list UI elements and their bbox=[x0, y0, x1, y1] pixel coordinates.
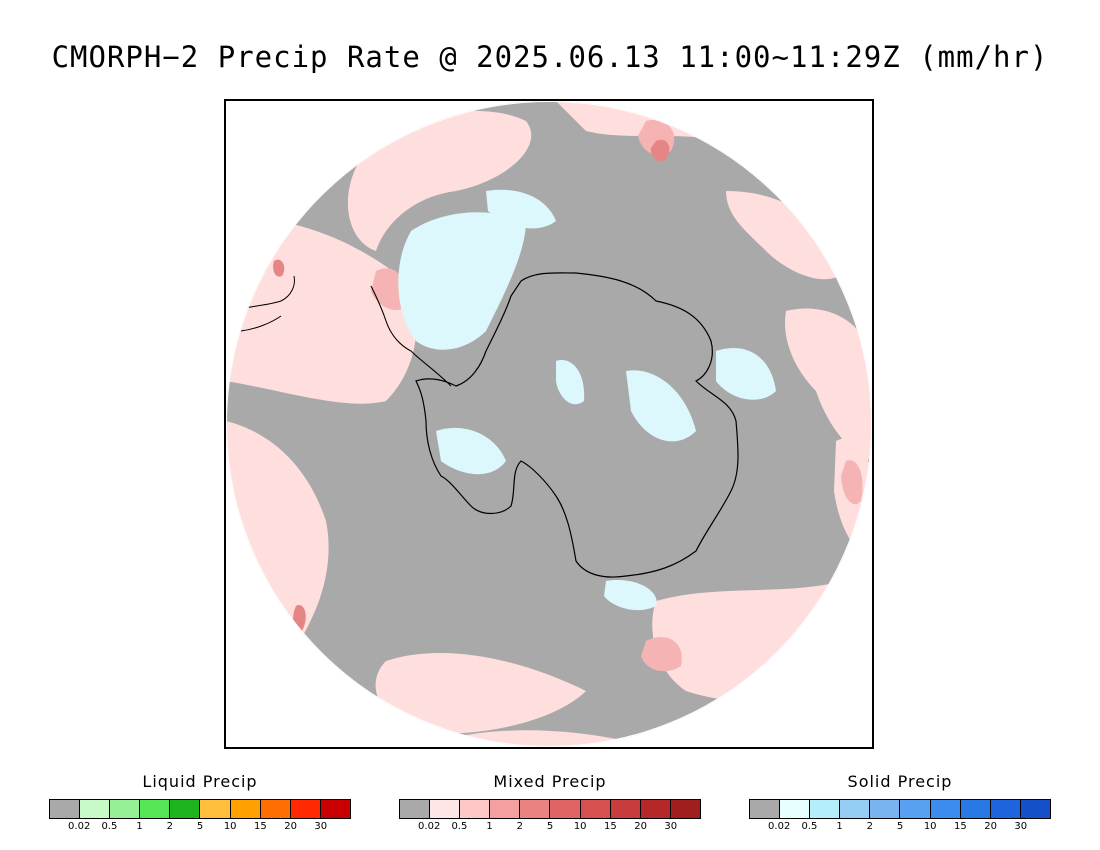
solid-patch-east bbox=[716, 347, 776, 400]
legend-swatch bbox=[810, 800, 841, 818]
mixed-mid-east bbox=[841, 460, 863, 505]
legend-tick-label: 15 bbox=[254, 821, 267, 832]
legend-tick-label: 1 bbox=[136, 821, 143, 832]
polar-map bbox=[224, 99, 874, 749]
solid-patch-peninsula bbox=[398, 212, 526, 350]
mixed-patch-east bbox=[785, 308, 872, 461]
legend-swatch bbox=[670, 800, 700, 818]
legend-tick-label: 15 bbox=[604, 821, 617, 832]
precip-map-svg bbox=[226, 101, 872, 747]
legend-ticks: 0.02 0.5 1 2 5 10 15 20 30 bbox=[49, 821, 351, 835]
legend-swatch bbox=[320, 800, 350, 818]
mixed-mid-southeast bbox=[641, 637, 682, 672]
legend-ticks: 0.02 0.5 1 2 5 10 15 20 30 bbox=[399, 821, 701, 835]
antarctica-coastline bbox=[415, 272, 739, 578]
legend-swatch bbox=[200, 800, 231, 818]
legend-colorbar bbox=[749, 799, 1051, 819]
legend-tick-label: 5 bbox=[546, 821, 554, 832]
legend-swatch bbox=[80, 800, 111, 818]
legend-tick-label: 10 bbox=[223, 821, 237, 832]
legend-colorbar bbox=[399, 799, 701, 819]
legend-swatch bbox=[430, 800, 461, 818]
legend-title: Mixed Precip bbox=[493, 772, 607, 791]
legend-swatch bbox=[170, 800, 201, 818]
legend-ticks: 0.02 0.5 1 2 5 10 15 20 30 bbox=[749, 821, 1051, 835]
legend-swatch bbox=[290, 800, 321, 818]
legend-tick-label: 5 bbox=[196, 821, 204, 832]
legend-tick-label: 30 bbox=[1014, 821, 1028, 832]
legend-tick-label: 1 bbox=[486, 821, 493, 832]
mixed-mid-northwest bbox=[371, 268, 407, 311]
solid-precip-areas bbox=[398, 189, 776, 611]
legend-swatch bbox=[50, 800, 81, 818]
legend-tick-label: 5 bbox=[896, 821, 904, 832]
legend-tick-label: 2 bbox=[516, 821, 523, 832]
legend-swatch bbox=[400, 800, 431, 818]
solid-patch-north bbox=[486, 189, 556, 229]
mixed-patch-northeast bbox=[726, 191, 846, 280]
legend-tick-label: 0.5 bbox=[801, 821, 818, 832]
legend-swatch bbox=[140, 800, 171, 818]
legend-title: Solid Precip bbox=[847, 772, 953, 791]
legend-swatch bbox=[110, 800, 141, 818]
legend-swatch bbox=[750, 800, 781, 818]
legend-tick-label: 0.02 bbox=[768, 821, 791, 832]
legend-tick-label: 2 bbox=[166, 821, 173, 832]
legend-tick-label: 10 bbox=[923, 821, 937, 832]
mixed-strong-west bbox=[273, 259, 285, 277]
mixed-patch-northwest bbox=[347, 111, 532, 251]
legend-tick-label: 0.5 bbox=[451, 821, 468, 832]
mixed-precip-mid-areas bbox=[371, 120, 863, 672]
legend-tick-label: 20 bbox=[284, 821, 297, 832]
legend-swatch bbox=[610, 800, 641, 818]
legend-tick-label: 30 bbox=[664, 821, 678, 832]
legend-tick-label: 1 bbox=[836, 821, 843, 832]
legend-liquid: Liquid Precip 0.02 0.5 1 2 5 10 15 20 30 bbox=[49, 772, 351, 835]
legend-swatch bbox=[260, 800, 291, 818]
legend-swatch bbox=[960, 800, 991, 818]
legend-tick-label: 2 bbox=[866, 821, 873, 832]
map-disc-edge bbox=[226, 101, 872, 747]
legend-tick-label: 20 bbox=[984, 821, 997, 832]
legend-swatch bbox=[780, 800, 811, 818]
solid-patch-south bbox=[604, 580, 657, 611]
solid-patch-interior-east bbox=[626, 370, 696, 442]
legend-swatch bbox=[990, 800, 1021, 818]
solid-patch-west-interior bbox=[436, 427, 506, 475]
legend-title: Liquid Precip bbox=[142, 772, 258, 791]
legend-tick-label: 30 bbox=[314, 821, 328, 832]
legend-swatch bbox=[460, 800, 491, 818]
solid-patch-interior-center bbox=[556, 360, 585, 405]
legend-tick-label: 0.02 bbox=[418, 821, 441, 832]
legend-tick-label: 0.5 bbox=[101, 821, 118, 832]
legend-tick-label: 0.02 bbox=[68, 821, 91, 832]
legend-tick-label: 10 bbox=[573, 821, 587, 832]
page-title: CMORPH−2 Precip Rate @ 2025.06.13 11:00~… bbox=[51, 40, 1049, 74]
legend-swatch bbox=[840, 800, 871, 818]
mixed-patch-south bbox=[375, 652, 586, 734]
legend-swatch bbox=[550, 800, 581, 818]
legend-solid: Solid Precip 0.02 0.5 1 2 5 10 15 20 30 bbox=[749, 772, 1051, 835]
legend-swatch bbox=[520, 800, 551, 818]
legend-swatch bbox=[230, 800, 261, 818]
mixed-strong-north bbox=[650, 139, 670, 162]
legend-tick-label: 15 bbox=[954, 821, 967, 832]
legend-swatch bbox=[490, 800, 521, 818]
legend-swatch bbox=[870, 800, 901, 818]
legend-swatch bbox=[930, 800, 961, 818]
legend-swatch bbox=[580, 800, 611, 818]
legend-swatch bbox=[900, 800, 931, 818]
legend-mixed: Mixed Precip 0.02 0.5 1 2 5 10 15 20 30 bbox=[399, 772, 701, 835]
legend-swatch bbox=[640, 800, 671, 818]
legend-tick-label: 20 bbox=[634, 821, 647, 832]
legend-colorbar bbox=[49, 799, 351, 819]
antarctic-peninsula bbox=[370, 285, 452, 387]
legend-swatch bbox=[1020, 800, 1050, 818]
